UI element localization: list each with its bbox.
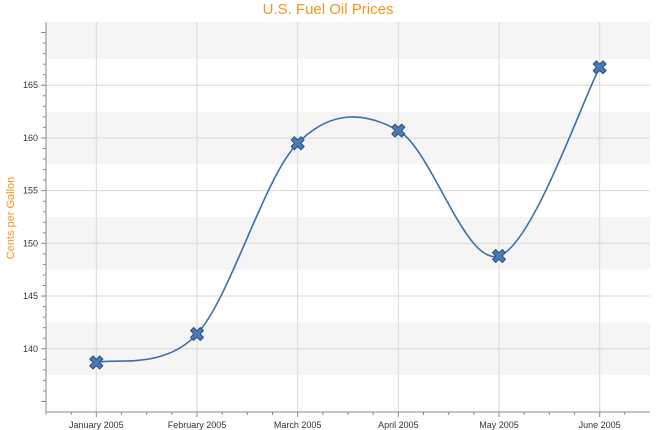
y-tick-label: 155 [23,186,38,196]
y-tick-label: 150 [23,238,38,248]
chart-title: U.S. Fuel Oil Prices [262,1,394,18]
data-point [492,249,506,263]
x-tick-label: January 2005 [69,420,124,430]
x-tick-label: April 2005 [378,420,419,430]
x-tick-label: May 2005 [479,420,519,430]
x-tick-label: March 2005 [274,420,322,430]
data-point [290,136,305,151]
x-tick-label: February 2005 [168,420,227,430]
x-tick-label: June 2005 [579,420,621,430]
data-point [592,60,607,75]
y-tick-label: 140 [23,344,38,354]
grid-band [46,22,650,59]
y-tick-label: 160 [23,133,38,143]
y-tick-label: 165 [23,80,38,90]
data-point [89,355,104,370]
data-point [190,327,204,341]
y-tick-label: 145 [23,291,38,301]
data-point [391,123,406,138]
